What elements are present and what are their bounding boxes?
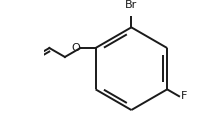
Text: Br: Br xyxy=(125,0,138,10)
Text: F: F xyxy=(180,91,187,101)
Text: O: O xyxy=(71,43,80,53)
